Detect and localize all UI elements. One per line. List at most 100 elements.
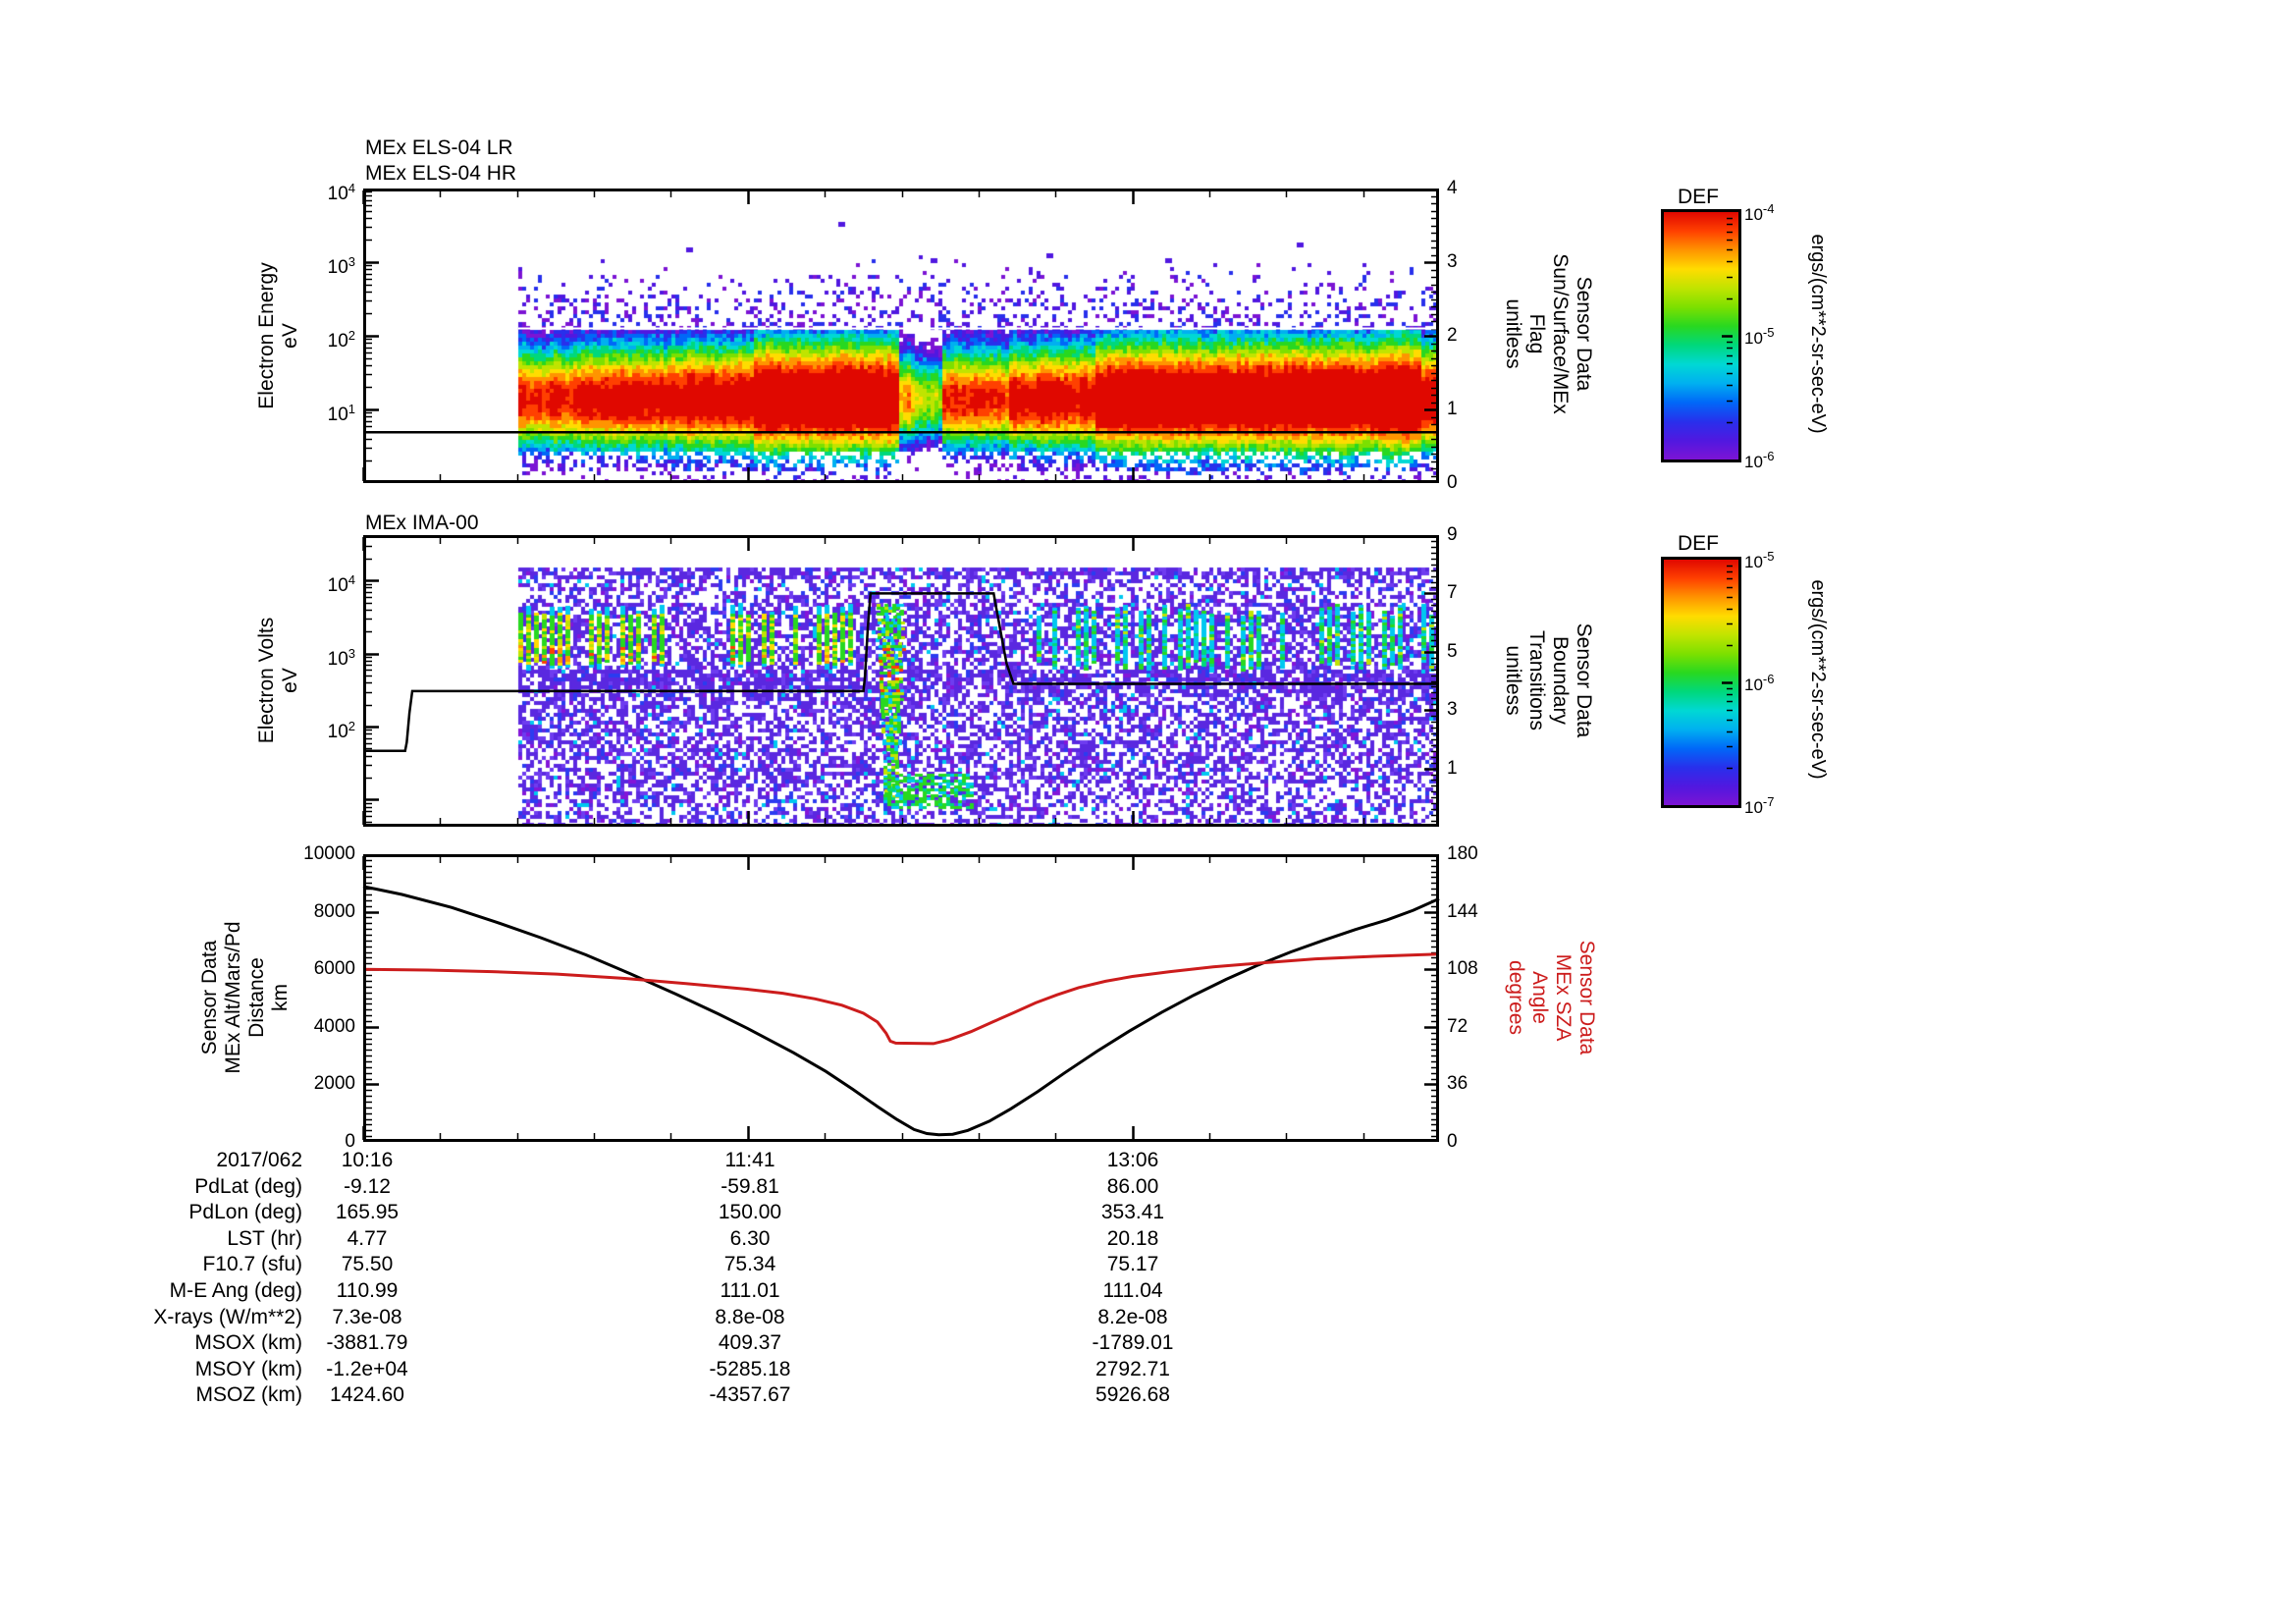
table-cell: 110.99 [336, 1279, 399, 1302]
els-title-line1: MEx ELS-04 LR [365, 136, 513, 159]
alt-ytick-label: 4000 [313, 1016, 355, 1037]
ima-ytick-label: 104 [327, 572, 355, 596]
colorbar2-title: DEF [1678, 532, 1719, 555]
alt-right-label-line2: MEx SZA [1552, 953, 1575, 1042]
table-cell: 150.00 [718, 1201, 782, 1223]
time-axis-label: 13:06 [1106, 1149, 1159, 1171]
colorbar-1 [1661, 209, 1741, 462]
table-cell: -9.12 [344, 1175, 391, 1198]
ima-right-label-line3: Transitions [1525, 630, 1548, 730]
table-cell: 20.18 [1106, 1227, 1159, 1250]
els-panel [362, 189, 1439, 483]
els-ytick-label: 101 [327, 402, 355, 425]
alt-ytick-label: 8000 [313, 901, 355, 922]
els-ytick-label: 104 [327, 181, 355, 204]
table-cell: 8.8e-08 [715, 1306, 785, 1328]
table-cell: 86.00 [1106, 1175, 1159, 1198]
alt-panel [362, 854, 1440, 1142]
table-cell: 4.77 [347, 1227, 388, 1250]
els-axes [362, 189, 1439, 483]
table-cell: -4357.67 [709, 1383, 791, 1406]
alt-right-tick-label: 36 [1447, 1073, 1468, 1094]
ima-panel [362, 535, 1439, 827]
table-cell: 75.17 [1106, 1253, 1159, 1275]
colorbar-2-tick-label: 10-7 [1744, 794, 1775, 817]
alt-ytick-label: 0 [345, 1131, 355, 1152]
els-right-tick-label: 4 [1447, 178, 1458, 198]
colorbar-1-ticks [1722, 217, 1733, 424]
alt-mex-sza-degrees [362, 952, 1440, 1046]
table-row-label: PdLon (deg) [188, 1201, 302, 1223]
ima-right-label-line2: Boundary [1549, 636, 1572, 725]
table-cell: 6.30 [729, 1227, 771, 1250]
table-row-label: MSOX (km) [194, 1331, 302, 1354]
alt-right-tick-label: 72 [1447, 1016, 1468, 1037]
time-axis-label: 10:16 [341, 1149, 394, 1171]
time-axis-label: 11:41 [724, 1149, 775, 1171]
ima-right-tick-label: 7 [1447, 582, 1458, 603]
table-cell: 1424.60 [330, 1383, 404, 1406]
table-cell: -1.2e+04 [326, 1358, 408, 1380]
colorbar1-title: DEF [1678, 186, 1719, 208]
els-right-tick-label: 3 [1447, 251, 1458, 272]
table-cell: 165.95 [335, 1201, 400, 1223]
alt-right-tick-label: 144 [1447, 901, 1478, 922]
alt-mex-altitude-km [362, 885, 1440, 1137]
els-right-tick-label: 2 [1447, 325, 1458, 346]
colorbar-1-tick-label: 10-5 [1744, 325, 1775, 348]
table-cell: 5926.68 [1095, 1383, 1170, 1406]
table-cell: 7.3e-08 [332, 1306, 402, 1328]
colorbar-1-tick-label: 10-4 [1744, 201, 1775, 224]
table-row-label: 2017/062 [216, 1149, 302, 1171]
ima-title: MEx IMA-00 [365, 512, 479, 534]
ima-boundary-transitions-line [363, 592, 1439, 753]
table-row-label: MSOY (km) [194, 1358, 302, 1380]
table-cell: 111.04 [1102, 1279, 1163, 1302]
alt-right-label-line1: Sensor Data [1575, 940, 1598, 1055]
colorbar-2-tick-label: 10-6 [1744, 672, 1775, 694]
colorbar-2-tick-label: 10-5 [1744, 549, 1775, 571]
colorbar-1-tick-label: 10-6 [1744, 449, 1775, 471]
table-cell: 111.01 [720, 1279, 780, 1302]
ima-right-tick-label: 3 [1447, 699, 1458, 720]
ima-ytick-label: 103 [327, 646, 355, 670]
table-row-label: MSOZ (km) [195, 1383, 302, 1406]
alt-ylabel-line4: km [269, 984, 292, 1012]
table-row-label: LST (hr) [227, 1227, 302, 1250]
table-cell: -1789.01 [1092, 1331, 1174, 1354]
alt-ylabel-line1: Sensor Data [198, 940, 221, 1055]
alt-ytick-label: 6000 [313, 958, 355, 979]
els-ytick-label: 103 [327, 254, 355, 278]
alt-axes [362, 854, 1440, 1142]
alt-right-label-line3: Angle [1528, 971, 1551, 1024]
ima-axes [362, 535, 1439, 827]
colorbar-2 [1661, 557, 1741, 808]
table-cell: 2792.71 [1095, 1358, 1170, 1380]
table-row-label: M-E Ang (deg) [169, 1279, 302, 1302]
els-title-line2: MEx ELS-04 HR [365, 162, 517, 185]
els-right-label-line1: Sensor Data [1573, 276, 1595, 392]
table-row-label: X-rays (W/m**2) [153, 1306, 302, 1328]
table-cell: 75.34 [723, 1253, 776, 1275]
els-right-tick-label: 1 [1447, 399, 1458, 419]
ima-right-label-line1: Sensor Data [1573, 622, 1595, 738]
alt-ytick-label: 10000 [303, 843, 355, 864]
table-cell: 8.2e-08 [1097, 1306, 1168, 1328]
table-cell: -5285.18 [709, 1358, 791, 1380]
alt-right-tick-label: 180 [1447, 843, 1478, 864]
alt-ylabel-line2: MEx Alt/Mars/Pd [222, 921, 244, 1074]
table-row-label: F10.7 (sfu) [202, 1253, 302, 1275]
alt-ylabel-line3: Distance [245, 957, 268, 1038]
table-cell: 353.41 [1100, 1201, 1165, 1223]
els-ytick-label: 102 [327, 328, 355, 352]
colorbar-2-ticks [1722, 565, 1733, 770]
els-right-tick-label: 0 [1447, 472, 1458, 493]
alt-right-tick-label: 0 [1447, 1131, 1458, 1152]
alt-ytick-label: 2000 [313, 1073, 355, 1094]
alt-right-tick-label: 108 [1447, 958, 1478, 979]
els-spectrogram-canvas [363, 189, 1439, 483]
ima-right-tick-label: 5 [1447, 641, 1458, 662]
table-cell: -59.81 [721, 1175, 779, 1198]
table-cell: 409.37 [718, 1331, 782, 1354]
